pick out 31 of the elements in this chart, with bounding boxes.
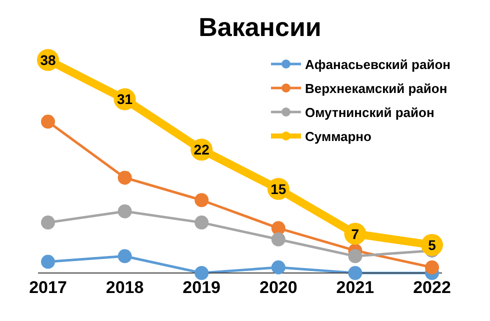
data-label: 7 [351, 226, 360, 242]
point [118, 249, 132, 264]
point [118, 204, 132, 218]
legend-label: Верхнекамский район [305, 80, 448, 96]
point [271, 232, 286, 246]
point [41, 254, 55, 269]
point [194, 266, 209, 280]
x-tick-label: 2019 [182, 278, 221, 298]
x-tick-label: 2020 [259, 278, 298, 298]
point [271, 260, 286, 274]
x-tick-label: 2017 [29, 278, 67, 298]
x-tick-label: 2021 [336, 278, 374, 298]
point [41, 114, 55, 129]
point [194, 193, 209, 208]
data-label: 31 [117, 91, 133, 108]
point [194, 216, 209, 230]
point [425, 260, 439, 274]
legend-label: Суммарно [305, 128, 372, 144]
data-label: 38 [40, 52, 56, 68]
chart-title: Вакансии [198, 11, 322, 44]
point [118, 170, 132, 185]
x-tick-label: 2022 [413, 278, 451, 298]
point [348, 249, 362, 264]
point [41, 216, 55, 230]
legend-label: Омутнинский район [305, 104, 434, 120]
data-label: 15 [270, 180, 286, 197]
point [348, 266, 362, 280]
x-tick-label: 2018 [106, 278, 144, 298]
legend-label: Афанасьевский район [305, 56, 450, 72]
data-label: 22 [194, 142, 210, 158]
point [271, 221, 286, 236]
